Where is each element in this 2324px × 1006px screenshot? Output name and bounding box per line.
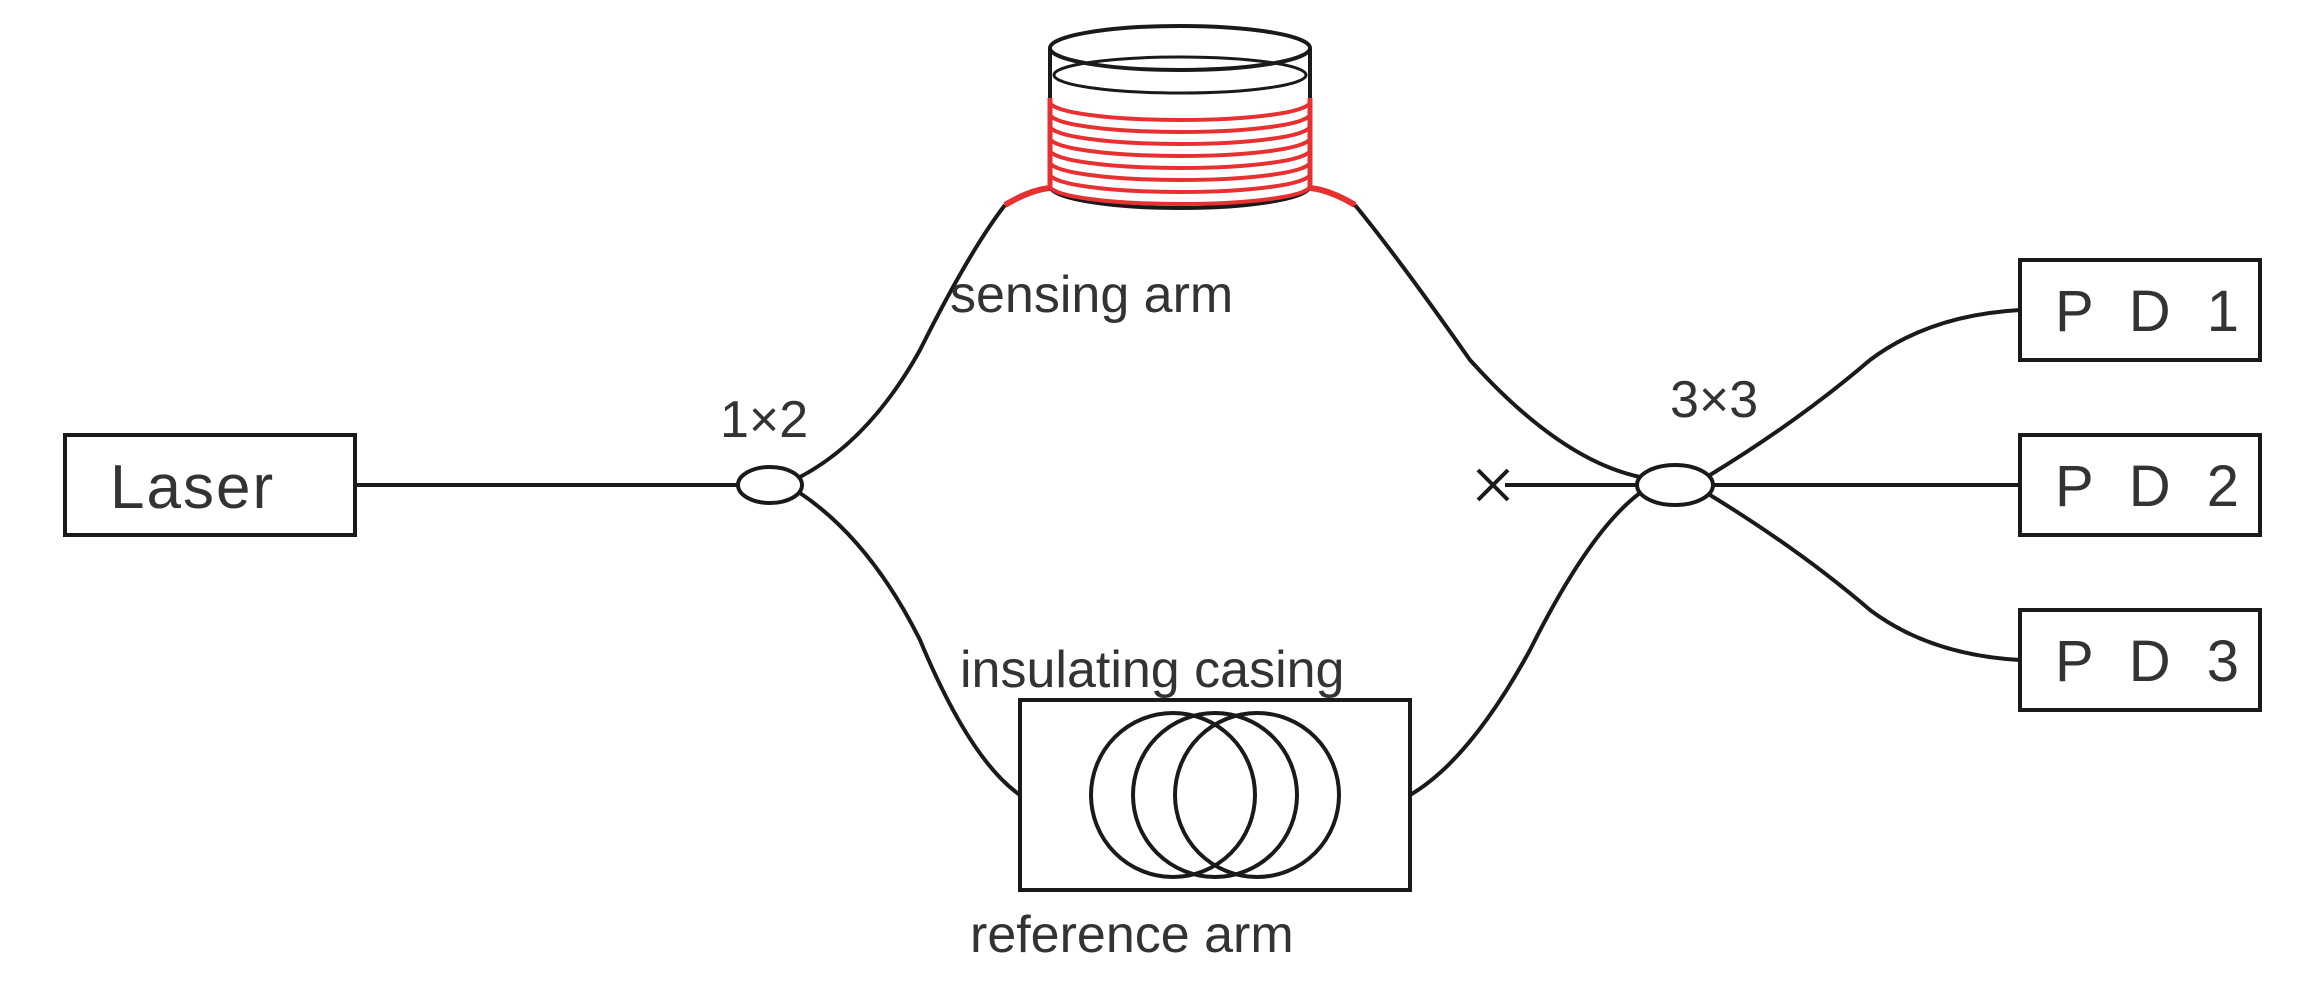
diagram-svg xyxy=(0,0,2324,1001)
fiber-sensing-left xyxy=(800,205,1005,477)
ref-loop-2 xyxy=(1133,713,1297,877)
pd2-label: P D 2 xyxy=(2055,453,2249,520)
pd3-label: P D 3 xyxy=(2055,628,2249,695)
coupler-1x2 xyxy=(738,467,802,503)
coil-inner-ellipse xyxy=(1054,57,1306,93)
laser-label: Laser xyxy=(110,452,275,523)
fiber-reference-right xyxy=(1410,493,1640,795)
fiber-to-pd3 xyxy=(1710,495,2020,660)
optical-diagram xyxy=(0,0,2324,1001)
fiber-sensing-red-right xyxy=(1310,188,1355,205)
coil-winding-1 xyxy=(1050,102,1310,120)
sensing-arm-label: sensing arm xyxy=(950,265,1233,325)
fiber-sensing-red-left xyxy=(1005,188,1050,205)
fiber-sensing-right xyxy=(1355,205,1640,477)
coupler-3x3 xyxy=(1637,465,1713,505)
coupler-1x2-label: 1×2 xyxy=(720,390,808,450)
reference-arm-label: reference arm xyxy=(970,905,1294,965)
insulating-casing-label: insulating casing xyxy=(960,640,1344,700)
insulating-casing-box xyxy=(1020,700,1410,890)
pd1-label: P D 1 xyxy=(2055,278,2249,345)
coupler-3x3-label: 3×3 xyxy=(1670,370,1758,430)
